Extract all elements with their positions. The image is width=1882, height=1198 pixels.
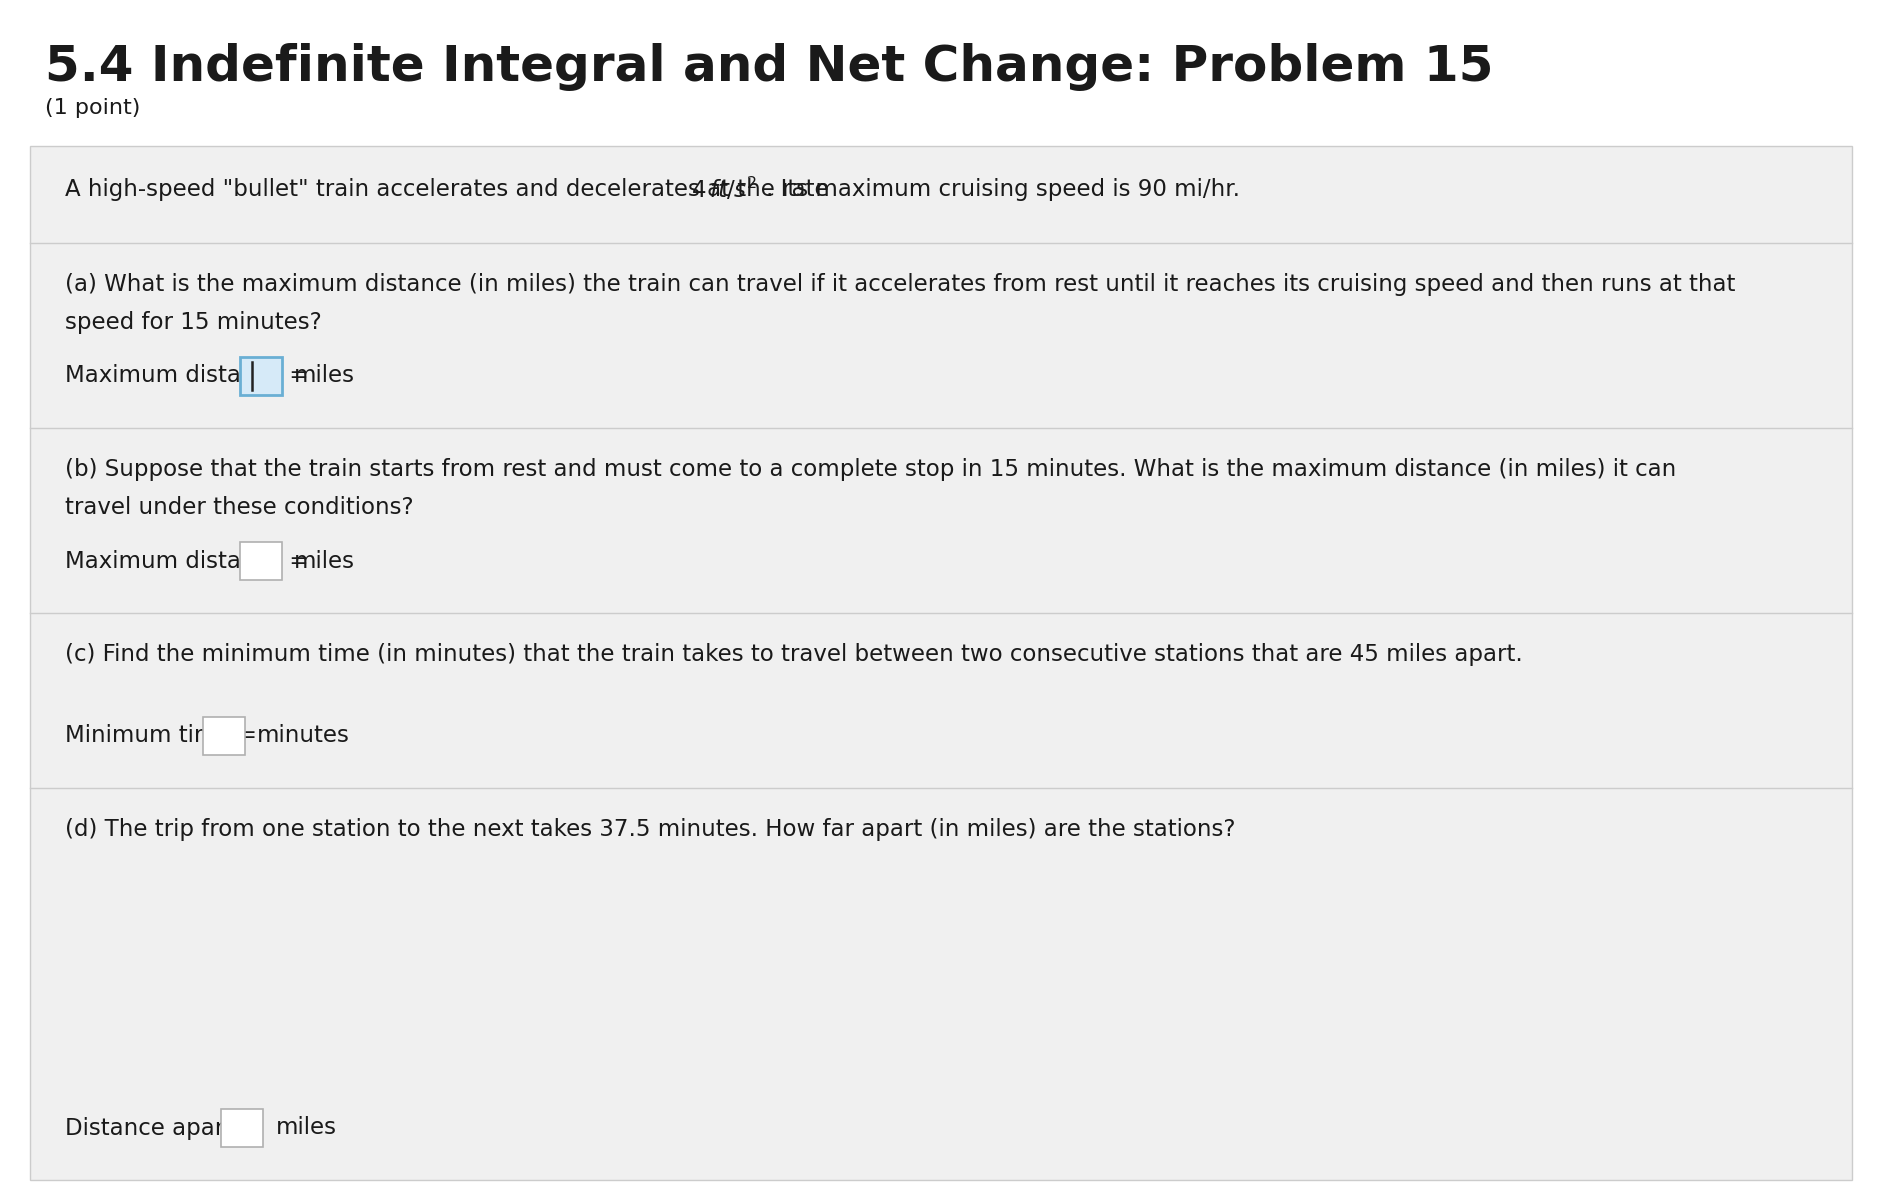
Text: 5.4 Indefinite Integral and Net Change: Problem 15: 5.4 Indefinite Integral and Net Change: … — [45, 43, 1494, 91]
FancyBboxPatch shape — [239, 541, 282, 580]
FancyBboxPatch shape — [203, 716, 245, 755]
Text: (b) Suppose that the train starts from rest and must come to a complete stop in : (b) Suppose that the train starts from r… — [66, 458, 1677, 482]
Text: A high-speed "bullet" train accelerates and decelerates at the rate: A high-speed "bullet" train accelerates … — [66, 179, 836, 201]
FancyBboxPatch shape — [30, 146, 1852, 1180]
Text: . Its maximum cruising speed is 90 mi/hr.: . Its maximum cruising speed is 90 mi/hr… — [766, 179, 1240, 201]
Text: (1 point): (1 point) — [45, 98, 141, 117]
Text: Maximum distance =: Maximum distance = — [66, 550, 316, 573]
FancyBboxPatch shape — [222, 1109, 263, 1146]
Text: $4\,ft/s^2$: $4\,ft/s^2$ — [691, 176, 757, 204]
Text: Distance apart =: Distance apart = — [66, 1117, 267, 1139]
Text: minutes: minutes — [258, 725, 350, 748]
Text: miles: miles — [294, 550, 356, 573]
FancyBboxPatch shape — [239, 357, 282, 395]
Text: (c) Find the minimum time (in minutes) that the train takes to travel between tw: (c) Find the minimum time (in minutes) t… — [66, 643, 1523, 666]
Text: (d) The trip from one station to the next takes 37.5 minutes. How far apart (in : (d) The trip from one station to the nex… — [66, 818, 1235, 841]
Text: Maximum distance =: Maximum distance = — [66, 364, 316, 387]
Text: miles: miles — [294, 364, 356, 387]
Text: miles: miles — [275, 1117, 337, 1139]
Text: Minimum time =: Minimum time = — [66, 725, 263, 748]
Text: speed for 15 minutes?: speed for 15 minutes? — [66, 311, 322, 334]
Text: (a) What is the maximum distance (in miles) the train can travel if it accelerat: (a) What is the maximum distance (in mil… — [66, 273, 1735, 296]
Text: travel under these conditions?: travel under these conditions? — [66, 496, 414, 519]
